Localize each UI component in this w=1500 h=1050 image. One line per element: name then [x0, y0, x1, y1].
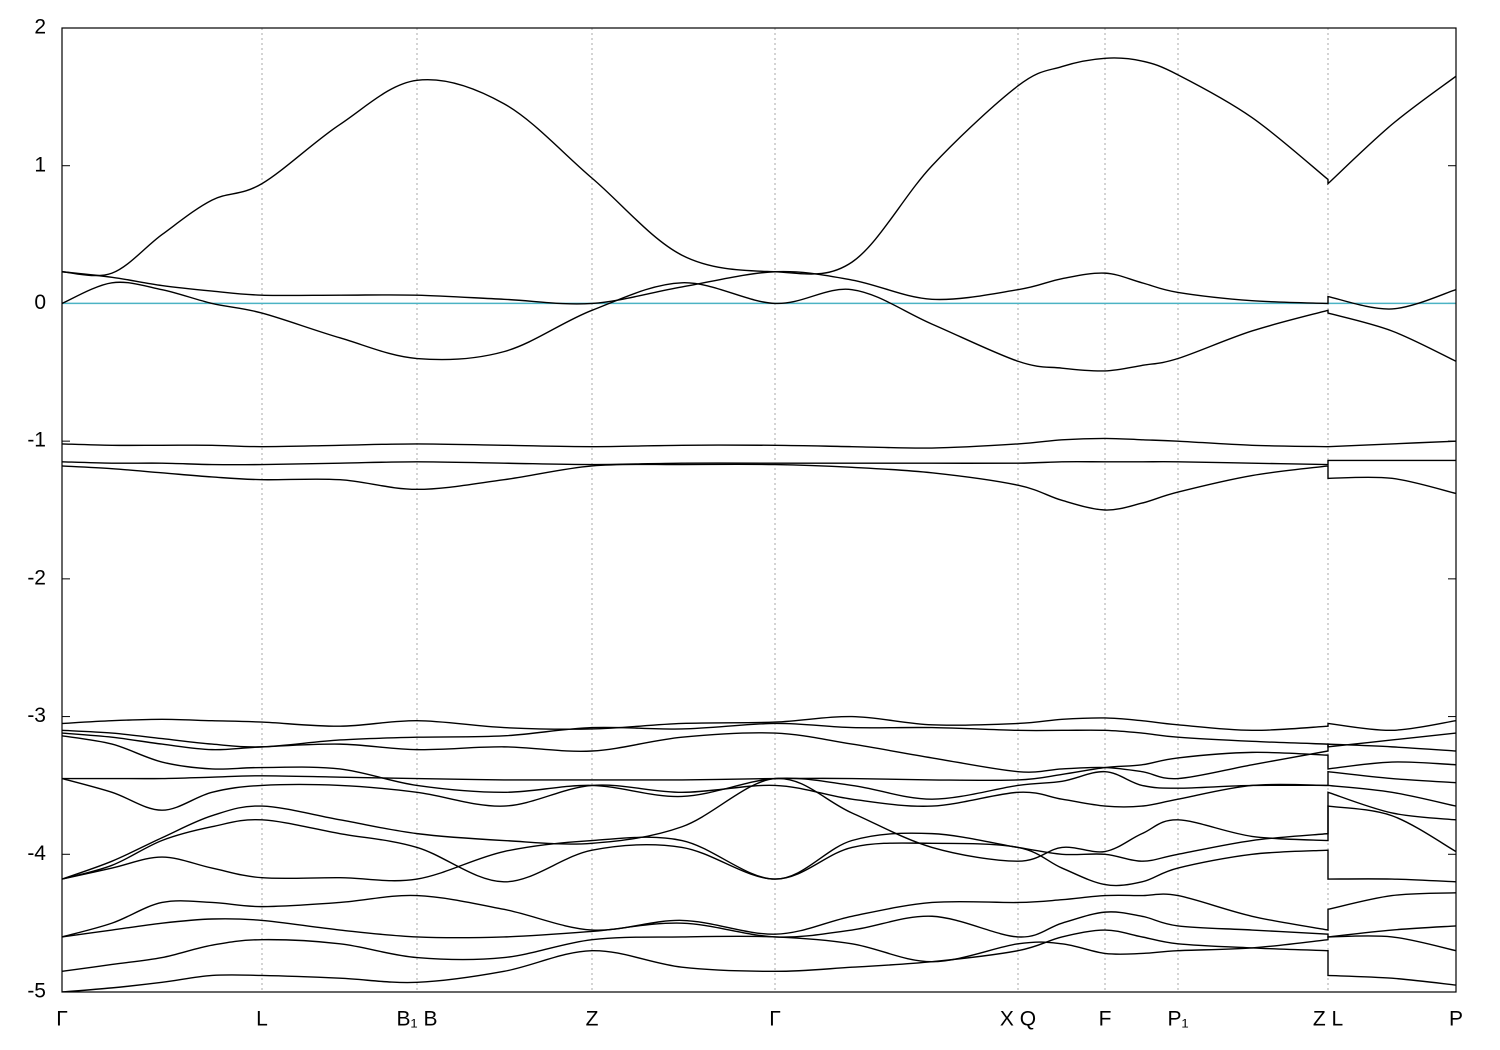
band-line: [62, 818, 1456, 887]
labels: -5 -4 -3 -2 -1 0 1 2 Γ L B₁ B Z Γ X Q F P₁ Z L P: [27, 16, 1463, 1031]
grid: [62, 27, 1456, 993]
x-tick-label: Γ: [56, 1008, 68, 1031]
x-tick-label: Z: [586, 1008, 599, 1031]
band-line: [62, 270, 1456, 310]
y-tick-label: 0: [34, 291, 46, 314]
band-line: [62, 437, 1456, 449]
x-tick-label: Z L: [1313, 1008, 1343, 1031]
band-line: [62, 459, 1456, 466]
x-tick-label: F: [1099, 1008, 1112, 1031]
band-line: [62, 735, 1456, 800]
band-line: [62, 732, 1456, 780]
band-line: [62, 911, 1456, 939]
x-tick-label: P: [1449, 1008, 1463, 1031]
x-tick-label: B₁ B: [397, 1008, 438, 1031]
band-line: [62, 777, 1456, 880]
band-line: [62, 463, 1456, 511]
band-line: [62, 892, 1456, 938]
x-tick-label: L: [256, 1008, 268, 1031]
band-line: [62, 777, 1456, 811]
band-line: [62, 715, 1456, 732]
band-line: [62, 929, 1456, 992]
band-line: [62, 281, 1456, 372]
plot-area: [62, 57, 1456, 992]
x-tick-label: X Q: [1000, 1008, 1036, 1031]
y-tick-label: -5: [27, 980, 46, 1003]
y-tick-label: 1: [34, 153, 46, 176]
band-line: [62, 791, 1456, 882]
band-line: [62, 751, 1456, 782]
y-tick-label: -4: [27, 842, 46, 865]
y-tick-label: -1: [27, 429, 46, 452]
x-tick-label: P₁: [1167, 1008, 1188, 1031]
y-tick-label: 2: [34, 16, 46, 39]
plot-frame: [61, 27, 1457, 993]
band-line: [62, 935, 1456, 973]
y-tick-label: -3: [27, 704, 46, 727]
x-tick-label: Γ: [769, 1008, 781, 1031]
y-tick-label: -2: [27, 566, 46, 589]
